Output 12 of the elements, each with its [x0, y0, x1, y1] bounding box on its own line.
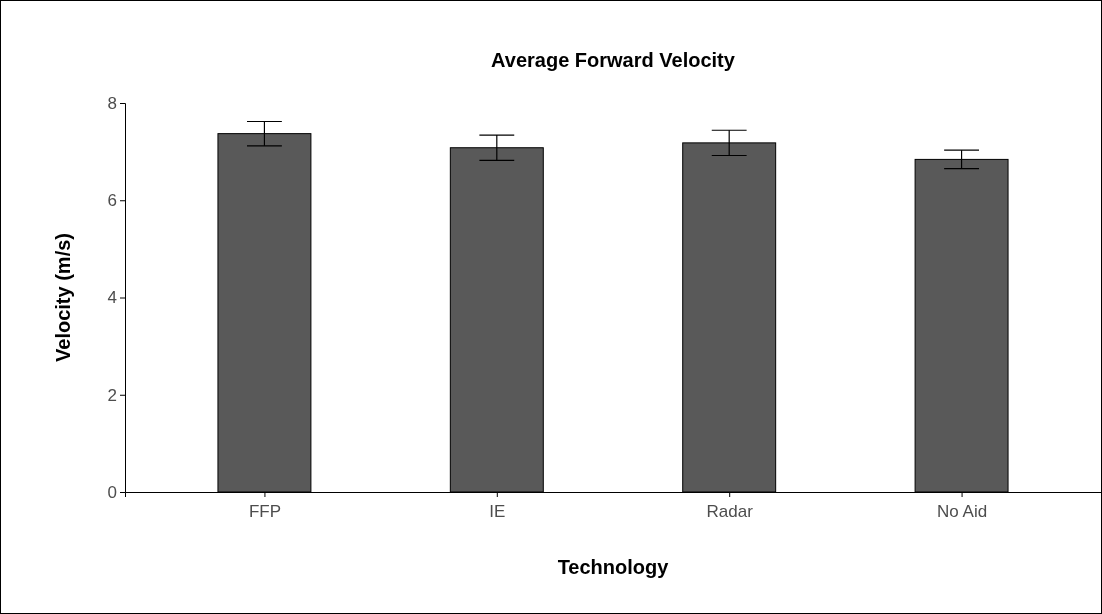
x-tick-label: No Aid: [937, 502, 988, 521]
y-tick-label: 8: [107, 93, 117, 113]
x-tick-label: IE: [489, 502, 506, 521]
y-axis-title: Velocity (m/s): [52, 233, 74, 362]
chart-title: Average Forward Velocity: [491, 49, 736, 71]
x-axis-title: Technology: [557, 556, 670, 578]
y-tick-label: 6: [107, 191, 117, 211]
y-tick-label: 0: [107, 482, 117, 502]
x-tick-label: Radar: [706, 502, 754, 521]
y-tick-label: 4: [107, 288, 117, 308]
y-tick-label: 2: [107, 385, 117, 405]
x-tick-label: FFP: [248, 502, 281, 521]
